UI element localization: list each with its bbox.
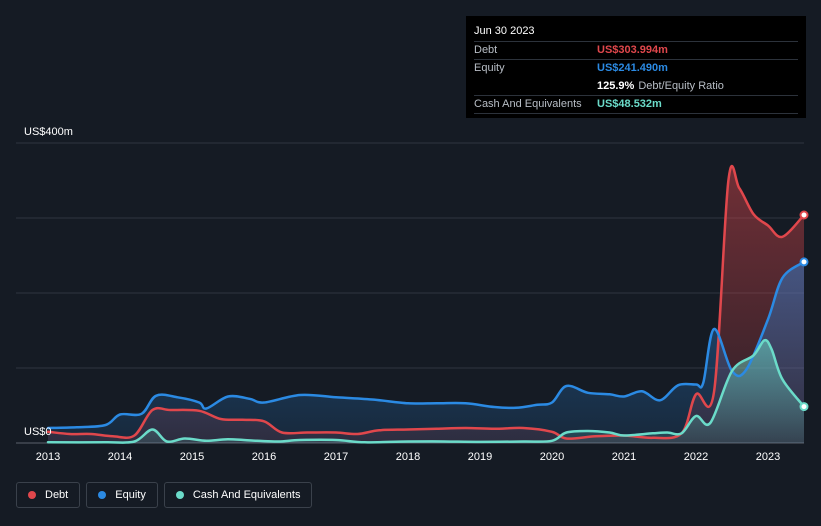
x-tick-label: 2013 xyxy=(36,451,60,463)
legend-item-cash[interactable]: Cash And Equivalents xyxy=(163,482,313,508)
area-equity xyxy=(48,261,804,443)
legend-item-debt[interactable]: Debt xyxy=(16,482,81,508)
legend-dot-equity xyxy=(98,491,107,499)
x-axis-ticks: 2013 2014 2015 2016 2017 2018 2019 2020 2021 2022… xyxy=(36,451,780,463)
chart-legend: Debt Equity Cash And Equivalents xyxy=(16,482,313,508)
legend-label-equity: Equity xyxy=(115,489,146,501)
x-tick-label: 2020 xyxy=(540,451,564,463)
x-tick-label: 2017 xyxy=(324,451,348,463)
tooltip-equity-value: US$241.490m xyxy=(597,62,668,74)
hover-tooltip: Jun 30 2023 Debt US$303.994m Equity US$2… xyxy=(466,16,806,118)
tooltip-cash-value: US$48.532m xyxy=(597,98,662,110)
tooltip-cash-label: Cash And Equivalents xyxy=(474,98,582,110)
x-tick-label: 2022 xyxy=(684,451,708,463)
x-tick-label: 2018 xyxy=(396,451,420,463)
legend-dot-debt xyxy=(28,491,36,499)
y-axis-zero-label: US$0 xyxy=(24,426,52,438)
end-marker-cash xyxy=(799,402,809,412)
end-marker-debt xyxy=(799,210,809,220)
x-tick-label: 2014 xyxy=(108,451,132,463)
legend-label-debt: Debt xyxy=(45,489,69,501)
line-equity xyxy=(46,260,806,430)
series-lines xyxy=(46,164,806,444)
tooltip-row-debt: Debt US$303.994m xyxy=(474,41,798,59)
tooltip-date: Jun 30 2023 xyxy=(474,25,535,37)
end-marker-equity xyxy=(799,257,809,267)
y-axis-top-label: US$400m xyxy=(24,126,73,138)
series-areas xyxy=(48,166,804,443)
tooltip-row-ratio: 125.9% Debt/Equity Ratio xyxy=(474,77,798,95)
tooltip-debt-value: US$303.994m xyxy=(597,44,668,56)
tooltip-ratio-suffix: Debt/Equity Ratio xyxy=(638,80,724,92)
legend-label-cash: Cash And Equivalents xyxy=(192,489,301,501)
x-tick-label: 2019 xyxy=(468,451,492,463)
legend-dot-cash xyxy=(175,491,184,499)
area-cash xyxy=(48,340,804,443)
line-cash xyxy=(46,338,806,444)
tooltip-debt-label: Debt xyxy=(474,44,498,56)
line-debt xyxy=(46,164,806,440)
series-end-markers xyxy=(799,210,809,412)
x-tick-label: 2015 xyxy=(180,451,204,463)
x-tick-label: 2023 xyxy=(756,451,780,463)
x-tick-label: 2016 xyxy=(252,451,276,463)
tooltip-equity-label: Equity xyxy=(474,62,505,74)
legend-item-equity[interactable]: Equity xyxy=(86,482,158,508)
tooltip-row-cash: Cash And Equivalents US$48.532m xyxy=(474,95,798,114)
tooltip-ratio-value: 125.9% xyxy=(597,80,635,92)
tooltip-row-equity: Equity US$241.490m xyxy=(474,59,798,77)
x-tick-label: 2021 xyxy=(612,451,636,463)
